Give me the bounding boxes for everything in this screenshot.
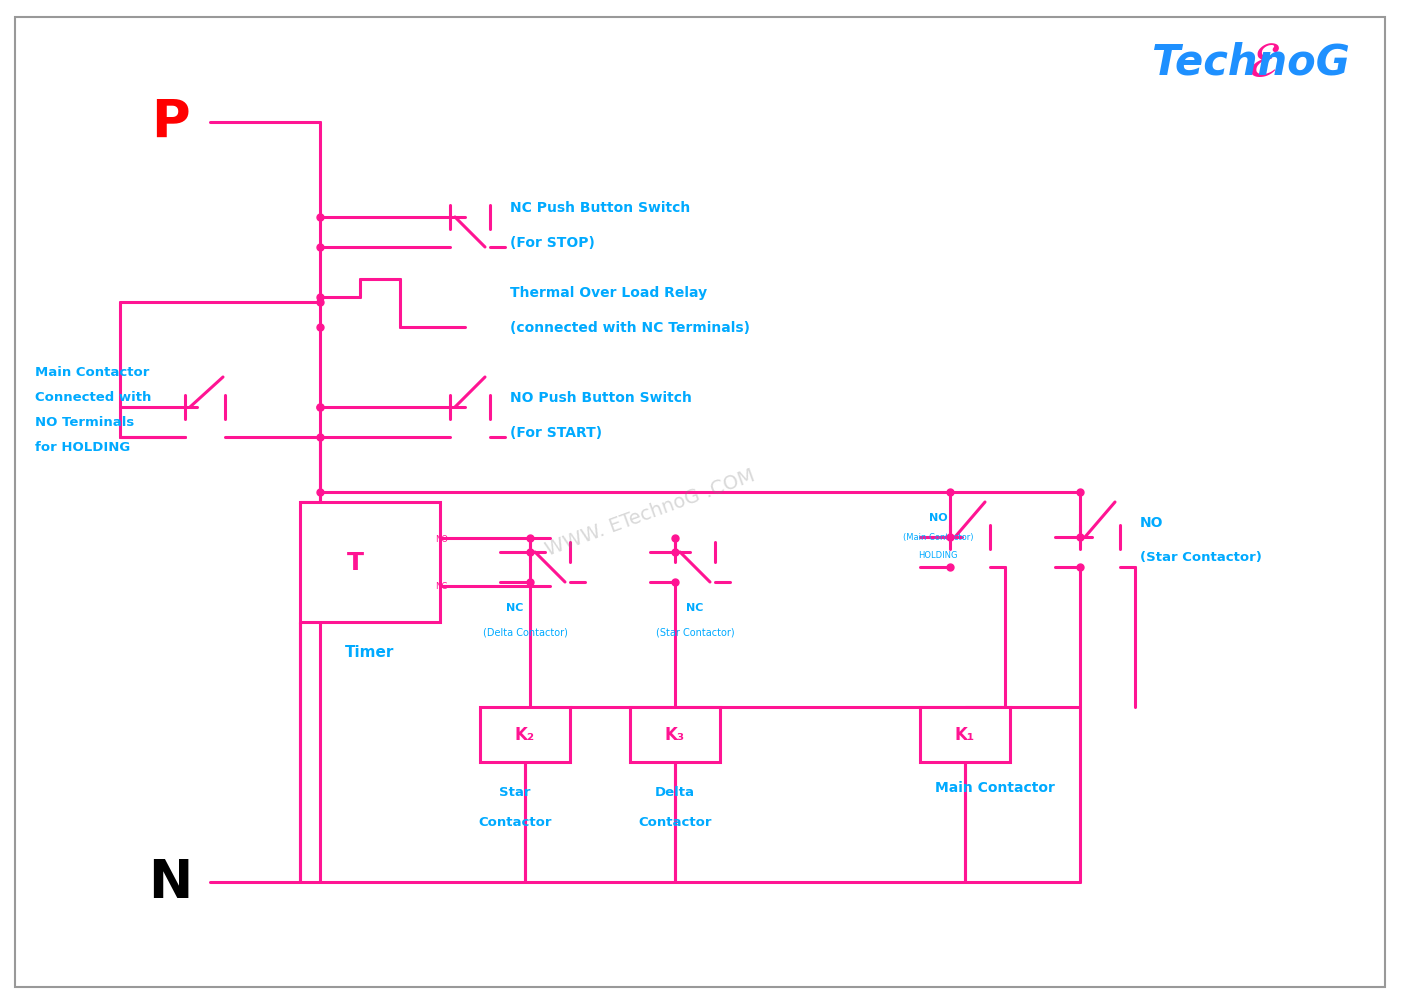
Text: Contactor: Contactor: [638, 816, 711, 829]
Text: Main Contactor: Main Contactor: [934, 781, 1055, 795]
Text: (Star Contactor): (Star Contactor): [655, 627, 734, 637]
Text: Timer: Timer: [345, 645, 394, 660]
Text: NO: NO: [929, 512, 947, 522]
Text: (connected with NC Terminals): (connected with NC Terminals): [511, 321, 751, 335]
Text: N: N: [147, 856, 192, 908]
Text: WWW. ETechnoG .COM: WWW. ETechnoG .COM: [543, 466, 758, 559]
Text: (For START): (For START): [511, 426, 602, 440]
Text: K₁: K₁: [955, 725, 975, 743]
Text: Thermal Over Load Relay: Thermal Over Load Relay: [511, 286, 707, 300]
Text: NC: NC: [435, 582, 448, 591]
Text: NC: NC: [686, 602, 704, 612]
FancyBboxPatch shape: [920, 707, 1010, 763]
FancyBboxPatch shape: [15, 18, 1385, 987]
Text: (Star Contactor): (Star Contactor): [1141, 551, 1261, 564]
Text: Contactor: Contactor: [478, 816, 551, 829]
FancyBboxPatch shape: [630, 707, 720, 763]
Text: Delta: Delta: [655, 786, 694, 799]
Text: Main Contactor: Main Contactor: [35, 366, 149, 379]
Text: K₂: K₂: [515, 725, 535, 743]
Text: Connected with: Connected with: [35, 391, 152, 404]
Text: Star: Star: [499, 786, 530, 799]
FancyBboxPatch shape: [300, 502, 441, 622]
Text: P: P: [150, 97, 189, 149]
Text: K₃: K₃: [665, 725, 685, 743]
Text: NO: NO: [435, 534, 448, 543]
Text: TechnoG: TechnoG: [1152, 42, 1350, 84]
Text: HOLDING: HOLDING: [918, 551, 958, 560]
Text: NC: NC: [506, 602, 523, 612]
Text: (Main Contactor): (Main Contactor): [902, 533, 974, 542]
Text: NO Terminals: NO Terminals: [35, 416, 135, 429]
Text: (Delta Contactor): (Delta Contactor): [483, 627, 567, 637]
Text: NO: NO: [1141, 515, 1163, 529]
FancyBboxPatch shape: [480, 707, 570, 763]
Text: $\mathcal{E}$: $\mathcal{E}$: [1249, 39, 1280, 87]
Text: NO Push Button Switch: NO Push Button Switch: [511, 391, 692, 405]
Text: for HOLDING: for HOLDING: [35, 441, 130, 454]
Text: NC Push Button Switch: NC Push Button Switch: [511, 200, 690, 214]
Text: (For STOP): (For STOP): [511, 235, 595, 249]
Text: T: T: [347, 550, 363, 574]
